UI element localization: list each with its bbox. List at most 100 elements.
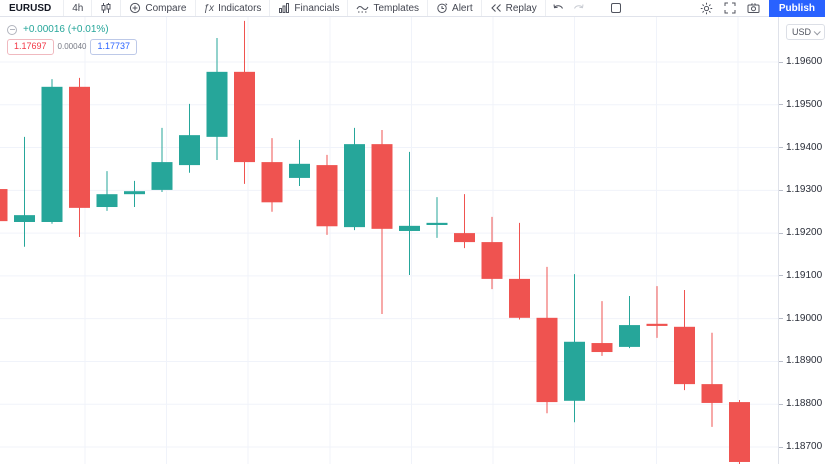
- candle-body: [729, 402, 750, 462]
- spread-label: 0.00040: [57, 42, 87, 52]
- chart-legend: +0.00016 (+0.01%) 1.17697 0.00040 1.1773…: [7, 24, 138, 55]
- top-toolbar: EURUSD 4h Compare ƒx: [0, 0, 825, 17]
- price-axis-label: 1.19200: [786, 227, 823, 239]
- toolbar-separator: [427, 0, 429, 16]
- toolbar-separator: [269, 0, 271, 16]
- replay-rewind-icon: [490, 2, 502, 14]
- candle-body: [124, 191, 145, 195]
- sell-price-button[interactable]: 1.17697: [7, 39, 54, 55]
- price-axis-tick: [779, 360, 783, 362]
- price-axis-label: 1.18700: [786, 441, 823, 453]
- candle-body: [426, 222, 448, 225]
- price-axis-label: 1.19000: [786, 312, 823, 324]
- currency-selector[interactable]: USD: [786, 24, 825, 40]
- price-axis-tick: [779, 61, 783, 63]
- toolbar-separator: [544, 0, 546, 16]
- alert-button[interactable]: Alert: [428, 0, 481, 16]
- candle-body: [564, 341, 585, 401]
- replay-label: Replay: [505, 2, 537, 14]
- price-axis-tick: [779, 275, 783, 277]
- toolbar-separator: [194, 0, 196, 16]
- price-axis-tick: [779, 232, 783, 234]
- buy-price-button[interactable]: 1.17737: [90, 39, 138, 55]
- price-axis-tick: [779, 189, 783, 191]
- price-axis-tick: [779, 104, 783, 106]
- redo-icon[interactable]: [572, 3, 585, 14]
- price-axis-label: 1.18800: [786, 398, 823, 410]
- candle-body: [701, 384, 723, 403]
- chevron-down-icon: [813, 27, 821, 35]
- templates-button[interactable]: Templates: [348, 0, 427, 16]
- publish-button[interactable]: Publish: [768, 0, 825, 17]
- symbol-label: EURUSD: [9, 2, 52, 14]
- currency-label: USD: [792, 27, 812, 37]
- candle-body: [151, 162, 173, 190]
- financials-bars-icon: [278, 2, 290, 14]
- price-change-label: +0.00016 (+0.01%): [23, 24, 109, 35]
- indicators-button[interactable]: ƒx Indicators: [196, 0, 270, 16]
- price-axis-tick: [779, 403, 783, 405]
- compare-plus-icon: [129, 2, 141, 14]
- price-axis-label: 1.19400: [786, 141, 823, 153]
- chart-type-button[interactable]: [92, 0, 120, 16]
- compare-label: Compare: [145, 2, 187, 14]
- candle-body: [536, 317, 558, 403]
- price-axis-tick: [779, 318, 783, 320]
- candle-body: [234, 71, 255, 163]
- templates-wave-icon: [356, 2, 369, 14]
- price-axis-label: 1.19600: [786, 56, 823, 67]
- price-axis-label: 1.19100: [786, 269, 823, 281]
- legend-collapse-icon[interactable]: [7, 24, 17, 35]
- chart-area: +0.00016 (+0.01%) 1.17697 0.00040 1.1773…: [0, 17, 825, 464]
- candle-body: [646, 323, 668, 326]
- financials-button[interactable]: Financials: [270, 0, 347, 16]
- candle-body: [316, 165, 338, 227]
- candle-body: [371, 144, 393, 229]
- price-axis-tick: [779, 446, 783, 448]
- snapshot-camera-icon[interactable]: [747, 2, 760, 14]
- undo-icon[interactable]: [552, 3, 565, 14]
- replay-button[interactable]: Replay: [482, 0, 545, 16]
- candle-body: [591, 343, 613, 353]
- candle-body: [96, 194, 118, 208]
- alert-clock-icon: [436, 2, 448, 14]
- candle-body: [69, 86, 90, 208]
- toolbar-separator: [63, 0, 65, 16]
- candle-body: [261, 162, 283, 203]
- price-axis[interactable]: USD 1.19600 1.19500 1.19400 1.19300 1.19200 1…: [778, 17, 825, 464]
- price-axis-label: 1.19300: [786, 184, 823, 196]
- toolbar-separator: [347, 0, 349, 16]
- undo-redo-group: [546, 3, 591, 14]
- candle-body: [619, 325, 640, 347]
- candle-body: [41, 86, 63, 222]
- candle-body: [399, 225, 420, 231]
- candlestick-plot[interactable]: [0, 17, 778, 464]
- layout-square-icon[interactable]: [610, 2, 622, 14]
- candle-body: [0, 189, 8, 222]
- settings-gear-icon[interactable]: [700, 2, 713, 15]
- candle-body: [14, 215, 35, 222]
- interval-label: 4h: [72, 2, 84, 14]
- toolbar-right-group: Publish: [610, 0, 825, 17]
- financials-label: Financials: [294, 2, 340, 14]
- alert-label: Alert: [452, 2, 473, 14]
- indicators-fx-icon: ƒx: [203, 2, 215, 14]
- candle-body: [179, 135, 200, 166]
- candlestick-chart-icon: [100, 2, 112, 14]
- candle-body: [454, 233, 475, 243]
- toolbar-separator: [91, 0, 93, 16]
- fullscreen-icon[interactable]: [724, 2, 736, 14]
- interval-button[interactable]: 4h: [64, 0, 91, 16]
- candle-body: [674, 326, 695, 385]
- symbol-button[interactable]: EURUSD: [0, 0, 63, 16]
- compare-button[interactable]: Compare: [121, 0, 194, 16]
- candle-body: [206, 71, 228, 137]
- price-axis-tick: [779, 147, 783, 149]
- price-axis-label: 1.19500: [786, 98, 823, 110]
- candle-body: [289, 163, 310, 178]
- candle-body: [509, 278, 530, 318]
- indicators-label: Indicators: [218, 2, 262, 14]
- toolbar-separator: [120, 0, 122, 16]
- templates-label: Templates: [373, 2, 420, 14]
